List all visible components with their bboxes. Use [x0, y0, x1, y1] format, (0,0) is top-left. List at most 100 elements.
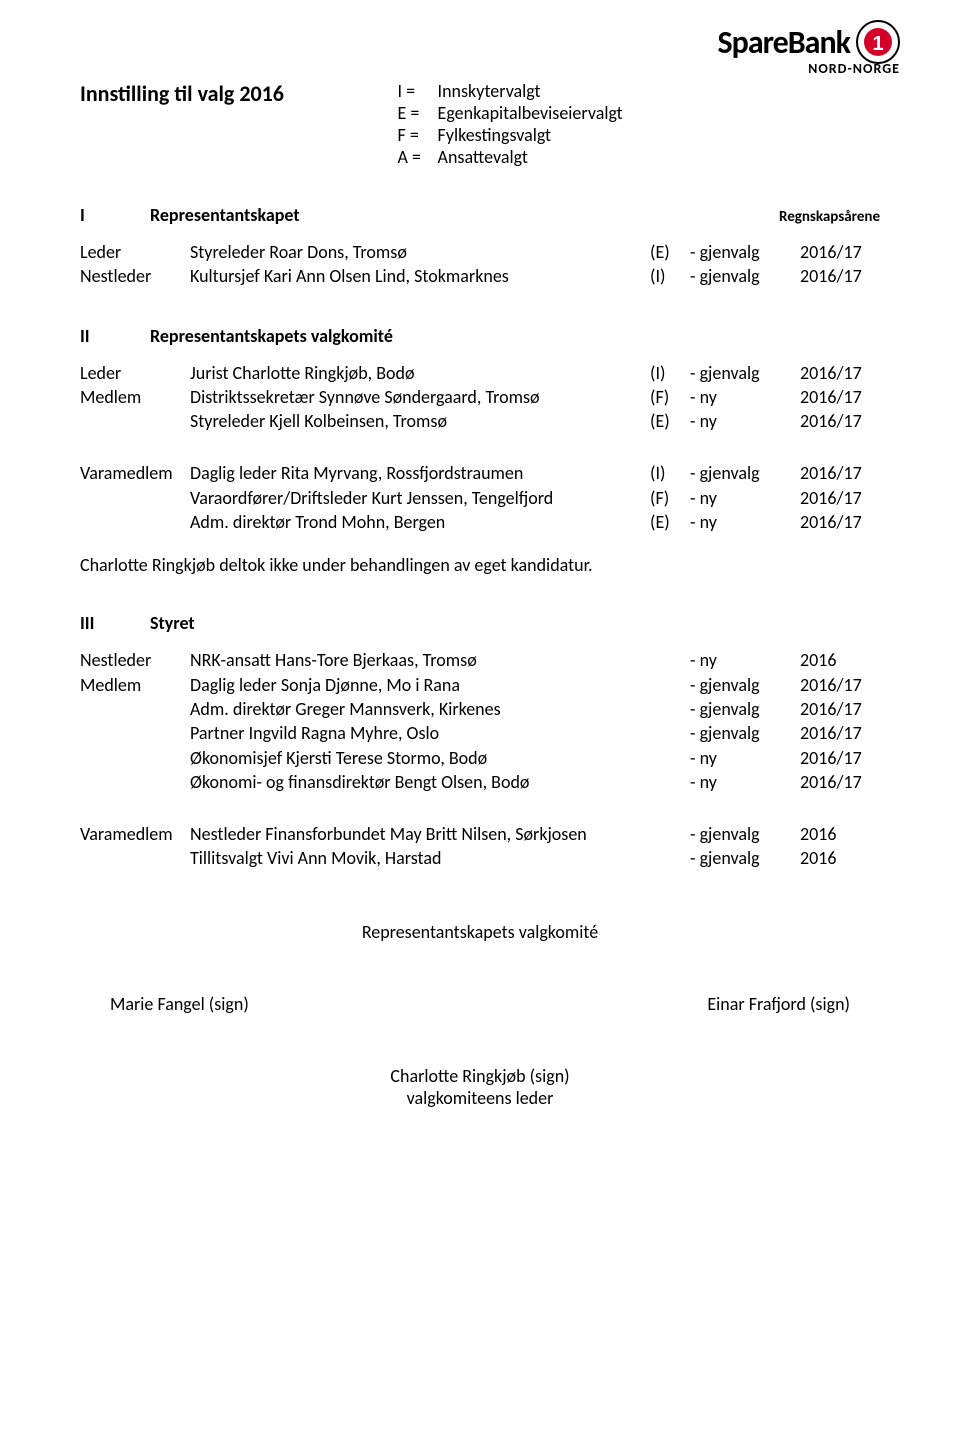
legend-block: I = Innskytervalgt E = Egenkapitalbevise… [398, 80, 623, 168]
legend-val: Innskytervalgt [438, 80, 541, 102]
sign-center-title: valgkomiteens leder [80, 1087, 880, 1109]
name-cell: Varaordfører/Driftsleder Kurt Jenssen, T… [190, 486, 650, 510]
year-cell: 2016/17 [800, 770, 880, 794]
year-cell: 2016/17 [800, 746, 880, 770]
role-cell [80, 770, 190, 794]
table-row: Økonomi- og finansdirektør Bengt Olsen, … [80, 770, 880, 794]
name-cell: Økonomisjef Kjersti Terese Stormo, Bodø [190, 746, 650, 770]
table-row: Økonomisjef Kjersti Terese Stormo, Bodø … [80, 746, 880, 770]
code-cell [650, 770, 690, 794]
legend-val: Ansattevalgt [438, 146, 528, 168]
year-cell: 2016/17 [800, 673, 880, 697]
role-cell [80, 746, 190, 770]
table-row: Partner Ingvild Ragna Myhre, Oslo - gjen… [80, 721, 880, 745]
legend-row: A = Ansattevalgt [398, 146, 623, 168]
table-row: Varamedlem Nestleder Finansforbundet May… [80, 822, 880, 846]
table-row: Nestleder NRK-ansatt Hans-Tore Bjerkaas,… [80, 648, 880, 672]
year-cell: 2016 [800, 822, 880, 846]
signature-center: Charlotte Ringkjøb (sign) valgkomiteens … [80, 1065, 880, 1109]
name-cell: Styreleder Kjell Kolbeinsen, Tromsø [190, 409, 650, 433]
code-cell: (E) [650, 409, 690, 433]
page-title: Innstilling til valg 2016 [80, 80, 284, 107]
name-cell: Tillitsvalgt Vivi Ann Movik, Harstad [190, 846, 650, 870]
legend-key: E = [398, 102, 438, 124]
table-row: Adm. direktør Trond Mohn, Bergen (E) - n… [80, 510, 880, 534]
status-cell: - gjenvalg [690, 697, 800, 721]
committee-footer: Representantskapets valgkomité [80, 921, 880, 943]
name-cell: Partner Ingvild Ragna Myhre, Oslo [190, 721, 650, 745]
status-cell: - ny [690, 746, 800, 770]
logo-subtext: NORD-NORGE [718, 60, 900, 77]
code-cell [650, 746, 690, 770]
table-row: Styreleder Kjell Kolbeinsen, Tromsø (E) … [80, 409, 880, 433]
svg-text:1: 1 [872, 33, 883, 55]
code-cell [650, 673, 690, 697]
role-cell: Varamedlem [80, 822, 190, 846]
year-cell: 2016/17 [800, 721, 880, 745]
status-cell: - gjenvalg [690, 846, 800, 870]
code-cell [650, 846, 690, 870]
year-cell: 2016/17 [800, 361, 880, 385]
role-cell: Nestleder [80, 648, 190, 672]
status-cell: - ny [690, 648, 800, 672]
role-cell [80, 721, 190, 745]
year-cell: 2016 [800, 648, 880, 672]
status-cell: - gjenvalg [690, 822, 800, 846]
name-cell: Nestleder Finansforbundet May Britt Nils… [190, 822, 650, 846]
logo-one-icon: 1 [856, 20, 900, 64]
year-cell: 2016/17 [800, 264, 880, 288]
table-row: Varamedlem Daglig leder Rita Myrvang, Ro… [80, 461, 880, 485]
role-cell [80, 697, 190, 721]
legend-row: E = Egenkapitalbeviseiervalgt [398, 102, 623, 124]
legend-key: F = [398, 124, 438, 146]
name-cell: Daglig leder Rita Myrvang, Rossfjordstra… [190, 461, 650, 485]
logo-main-row: SpareBank 1 [718, 20, 900, 64]
status-cell: - gjenvalg [690, 721, 800, 745]
table-row: Varaordfører/Driftsleder Kurt Jenssen, T… [80, 486, 880, 510]
code-cell: (F) [650, 486, 690, 510]
year-cell: 2016/17 [800, 697, 880, 721]
role-cell: Nestleder [80, 264, 190, 288]
title-row: Innstilling til valg 2016 I = Innskyterv… [80, 80, 880, 168]
signature-row: Marie Fangel (sign) Einar Frafjord (sign… [80, 993, 880, 1015]
section-3-header: III Styret [80, 612, 880, 634]
legend-row: I = Innskytervalgt [398, 80, 623, 102]
section-1-header: I Representantskapet [80, 204, 779, 226]
year-cell: 2016/17 [800, 510, 880, 534]
role-cell [80, 486, 190, 510]
role-cell: Varamedlem [80, 461, 190, 485]
code-cell: (I) [650, 361, 690, 385]
legend-key: I = [398, 80, 438, 102]
name-cell: Adm. direktør Greger Mannsverk, Kirkenes [190, 697, 650, 721]
table-row: Adm. direktør Greger Mannsverk, Kirkenes… [80, 697, 880, 721]
sign-center-name: Charlotte Ringkjøb (sign) [80, 1065, 880, 1087]
name-cell: Styreleder Roar Dons, Tromsø [190, 240, 650, 264]
status-cell: - ny [690, 486, 800, 510]
spacer [80, 433, 880, 461]
sign-right: Einar Frafjord (sign) [707, 993, 850, 1015]
name-cell: Jurist Charlotte Ringkjøb, Bodø [190, 361, 650, 385]
status-cell: - ny [690, 770, 800, 794]
name-cell: Kultursjef Kari Ann Olsen Lind, Stokmark… [190, 264, 650, 288]
year-cell: 2016/17 [800, 240, 880, 264]
legend-row: F = Fylkestingsvalgt [398, 124, 623, 146]
status-cell: - gjenvalg [690, 240, 800, 264]
document-page: SpareBank 1 NORD-NORGE Innstilling til v… [0, 0, 960, 1169]
code-cell [650, 822, 690, 846]
role-cell [80, 409, 190, 433]
legend-val: Egenkapitalbeviseiervalgt [438, 102, 623, 124]
status-cell: - ny [690, 385, 800, 409]
status-cell: - gjenvalg [690, 361, 800, 385]
legend-key: A = [398, 146, 438, 168]
spacer [80, 794, 880, 822]
table-row: Nestleder Kultursjef Kari Ann Olsen Lind… [80, 264, 880, 288]
section-1-num: I [80, 204, 150, 226]
name-cell: NRK-ansatt Hans-Tore Bjerkaas, Tromsø [190, 648, 650, 672]
section-2-title: Representantskapets valgkomité [150, 325, 393, 347]
code-cell [650, 648, 690, 672]
role-cell: Medlem [80, 673, 190, 697]
role-cell: Leder [80, 240, 190, 264]
logo-text: SpareBank [718, 23, 850, 62]
status-cell: - gjenvalg [690, 461, 800, 485]
section-2-header: II Representantskapets valgkomité [80, 325, 880, 347]
